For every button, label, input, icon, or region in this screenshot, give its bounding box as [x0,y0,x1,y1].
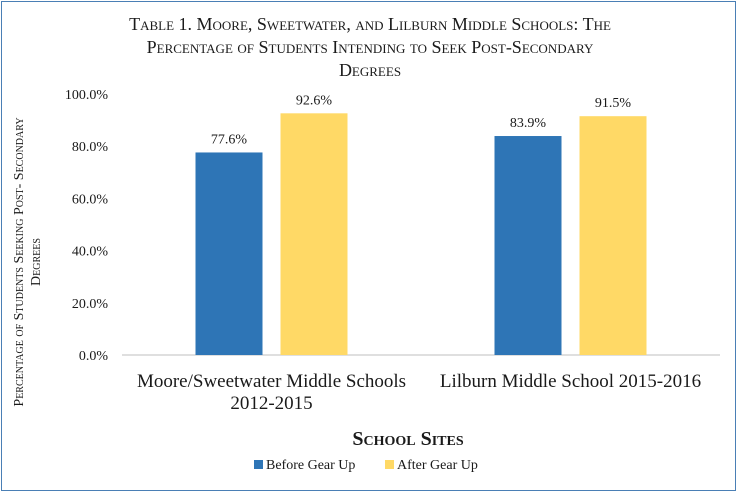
category-labels: Moore/Sweetwater Middle Schools2012-2015… [137,371,701,414]
bar [195,152,263,355]
legend-swatch [385,460,394,469]
data-labels: 77.6% 83.9% 92.6% 91.5% [211,93,632,147]
chart-title-line: Percentage of Students Intending to Seek… [147,37,594,57]
legend-swatch [254,460,263,469]
bar [579,116,647,355]
y-axis: 0.0% 20.0% 40.0% 60.0% 80.0% 100.0% [65,88,109,364]
chart-title-line: Degrees [339,60,401,80]
legend-label: After Gear Up [397,458,478,473]
y-axis-title-line: Percentage of Students Seeking Post- Sec… [12,117,27,406]
x-tick-label: 2012-2015 [230,393,312,414]
y-tick-label: 100.0% [65,88,109,103]
bar [280,113,348,356]
y-tick-label: 0.0% [79,349,109,364]
x-axis-title: School Sites [352,428,463,450]
y-tick-label: 80.0% [72,140,109,155]
legend: Before Gear Up After Gear Up [254,458,478,473]
y-axis-title-line: Degrees [29,238,44,286]
data-label: 92.6% [296,93,333,108]
chart-title-line: Table 1. Moore, Sweetwater, and Lilburn … [129,14,611,34]
data-label: 83.9% [510,116,547,131]
x-tick-label: Lilburn Middle School 2015-2016 [440,371,701,392]
data-label: 91.5% [595,96,632,111]
y-tick-label: 40.0% [72,245,109,260]
y-tick-label: 20.0% [72,297,109,312]
data-label: 77.6% [211,132,248,147]
bar [494,136,562,355]
x-tick-label: Moore/Sweetwater Middle Schools [137,371,406,392]
chart-title: Table 1. Moore, Sweetwater, and Lilburn … [129,14,611,80]
legend-label: Before Gear Up [266,458,355,473]
bars [195,113,647,356]
y-tick-label: 60.0% [72,192,109,207]
y-axis-title: Percentage of Students Seeking Post- Sec… [12,117,44,406]
